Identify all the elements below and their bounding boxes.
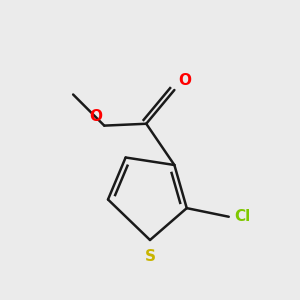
Text: S: S bbox=[145, 249, 155, 264]
Text: O: O bbox=[89, 109, 102, 124]
Text: O: O bbox=[178, 73, 191, 88]
Text: Cl: Cl bbox=[234, 209, 250, 224]
